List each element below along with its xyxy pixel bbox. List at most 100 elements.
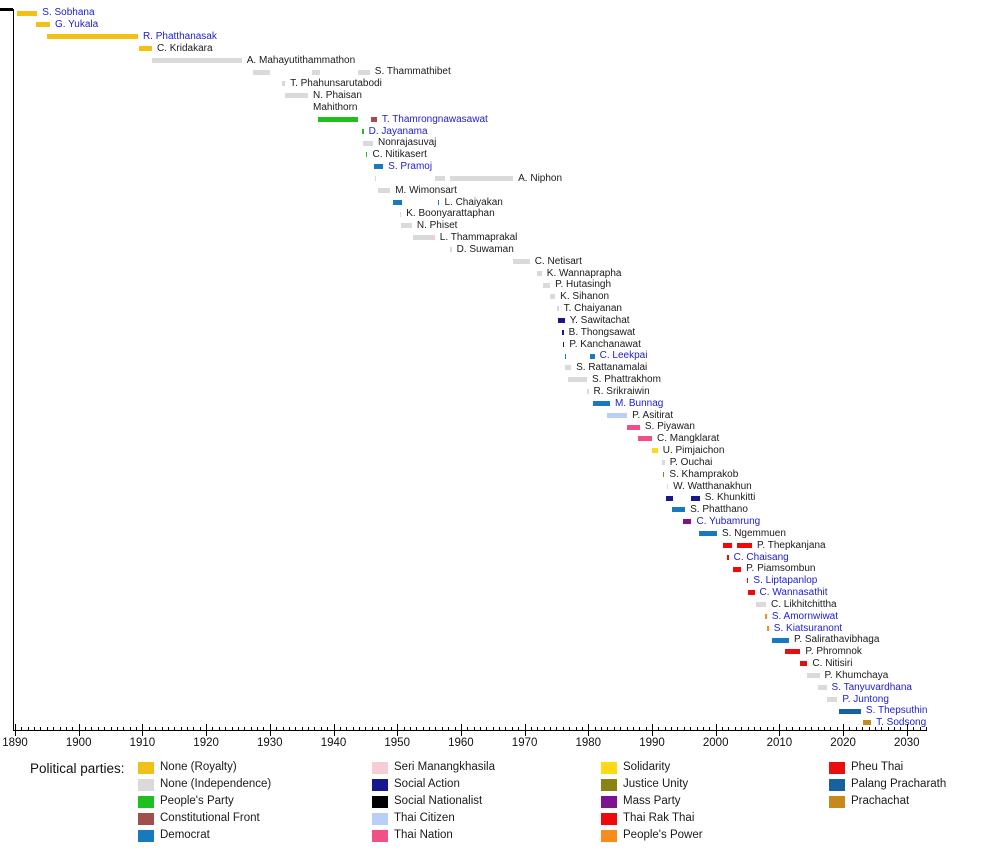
x-axis-minor-tick: [295, 726, 297, 731]
timeline-bar: [365, 152, 368, 158]
x-axis-minor-tick: [575, 726, 577, 731]
minister-label: P. Ouchai: [669, 456, 713, 468]
minister-label: T. Chaiyanan: [563, 303, 622, 315]
minister-label[interactable]: P. Juntong: [842, 693, 889, 705]
timeline-bar: [765, 613, 767, 619]
x-axis-major-tick: [779, 724, 781, 736]
legend-swatch-seri_manangkhasila: [372, 762, 388, 774]
legend-swatch-pheu_thai: [829, 762, 845, 774]
legend-label-peoples_power: People's Power: [623, 829, 703, 841]
timeline-bar: [666, 483, 669, 489]
timeline-bar: [662, 460, 665, 466]
minister-label: L. Chaiyakan: [444, 196, 503, 208]
x-axis-minor-tick: [454, 726, 456, 731]
x-axis-minor-tick: [581, 726, 583, 731]
minister-label: P. Salirathavibhaga: [793, 634, 880, 646]
minister-label[interactable]: D. Jayanama: [368, 125, 428, 137]
x-axis-minor-tick: [27, 726, 29, 731]
timeline-bar: [362, 128, 364, 134]
x-axis-minor-tick: [702, 726, 704, 731]
x-axis-minor-tick: [766, 726, 768, 731]
x-axis-tick-label: 1930: [257, 737, 283, 749]
minister-label[interactable]: S. Kiatsuranont: [773, 622, 843, 634]
legend-swatch-peoples_party: [138, 796, 154, 808]
timeline-bar: [785, 649, 801, 655]
timeline-bar: [434, 176, 445, 182]
x-axis-minor-tick: [320, 726, 322, 731]
minister-label[interactable]: C. Leekpai: [599, 350, 648, 362]
timeline-bar: [557, 306, 559, 312]
timeline-bar: [746, 578, 749, 584]
legend-swatch-social_nationalist: [372, 796, 388, 808]
x-axis-minor-tick: [530, 726, 532, 731]
minister-label[interactable]: M. Bunnag: [614, 397, 664, 409]
minister-label: K. Boonyarattaphan: [406, 208, 495, 220]
timeline-bar: [36, 22, 51, 28]
x-axis-tick-label: 1890: [2, 737, 28, 749]
legend-swatch-solidarity: [601, 762, 617, 774]
minister-label: W. Watthanakhun: [673, 480, 752, 492]
x-axis-minor-tick: [607, 726, 609, 731]
x-axis-minor-tick: [161, 726, 163, 731]
legend-label-solidarity: Solidarity: [623, 761, 671, 773]
timeline-bar: [727, 554, 729, 560]
x-axis-minor-tick: [830, 726, 832, 731]
x-axis-minor-tick: [180, 726, 182, 731]
minister-label[interactable]: S. Tanyuvardhana: [831, 681, 912, 693]
minister-label: Nonrajasuvaj: [377, 137, 437, 149]
timeline-bar: [723, 542, 733, 548]
minister-label[interactable]: G. Yukala: [55, 19, 99, 31]
x-axis-minor-tick: [435, 726, 437, 731]
minister-label[interactable]: T. Thamrongnawasawat: [381, 113, 488, 125]
legend-swatch-constitutional_front: [138, 813, 154, 825]
minister-label[interactable]: S. Amornwiwat: [771, 610, 839, 622]
legend-label-social_nationalist: Social Nationalist: [394, 795, 483, 807]
x-axis-minor-tick: [59, 726, 61, 731]
minister-label[interactable]: S. Pramoj: [388, 161, 433, 173]
minister-label: Y. Sawitachat: [569, 314, 630, 326]
minister-label[interactable]: R. Phatthanasak: [142, 30, 217, 42]
minister-label: S. Piyawan: [644, 421, 695, 433]
minister-label: T. Phahunsarutabodi: [290, 78, 382, 90]
legend-label-thai_citizen: Thai Citizen: [394, 812, 455, 824]
minister-label[interactable]: S. Thepsuthin: [865, 705, 928, 717]
timeline-bar: [413, 235, 431, 241]
timeline-bar: [862, 720, 872, 726]
timeline-bar: [587, 389, 589, 395]
x-axis-minor-tick: [193, 726, 195, 731]
x-axis-minor-tick: [734, 726, 736, 731]
x-axis-minor-tick: [817, 726, 819, 731]
minister-label[interactable]: C. Chaisang: [733, 551, 789, 563]
minister-label[interactable]: T. Sodsong: [876, 717, 927, 729]
x-axis-minor-tick: [874, 726, 876, 731]
x-axis-minor-tick: [499, 726, 501, 731]
minister-label: S. Ngemmuen: [721, 527, 786, 539]
legend-label-palang_pracharath: Palang Pracharath: [851, 778, 947, 790]
timeline-bar: [399, 211, 402, 217]
x-axis-minor-tick: [632, 726, 634, 731]
minister-label[interactable]: C. Wannasathit: [759, 587, 828, 599]
minister-label[interactable]: C. Yubamrung: [696, 516, 761, 528]
minister-label: K. Wannaprapha: [546, 267, 622, 279]
x-axis-minor-tick: [34, 726, 36, 731]
timeline-bar: [392, 199, 403, 205]
x-axis-minor-tick: [218, 726, 220, 731]
minister-label[interactable]: S. Liptapanlop: [753, 575, 818, 587]
x-axis-major-tick: [142, 724, 144, 736]
timeline-bar: [755, 602, 767, 608]
timeline-bar: [817, 684, 827, 690]
timeline-bar: [747, 590, 755, 596]
x-axis-tick-label: 1910: [129, 737, 156, 749]
timeline-bar: [637, 436, 652, 442]
x-axis-minor-tick: [371, 726, 373, 731]
x-axis-minor-tick: [492, 726, 494, 731]
x-axis-minor-tick: [836, 726, 838, 731]
x-axis-minor-tick: [422, 726, 424, 731]
minister-label[interactable]: S. Sobhana: [42, 7, 95, 19]
minister-label: S. Rattanamalai: [576, 362, 648, 374]
x-axis-minor-tick: [358, 726, 360, 731]
x-axis-minor-tick: [416, 726, 418, 731]
minister-label: D. Suwaman: [456, 243, 514, 255]
timeline-bar: [374, 164, 384, 170]
x-axis-major-tick: [652, 724, 653, 736]
